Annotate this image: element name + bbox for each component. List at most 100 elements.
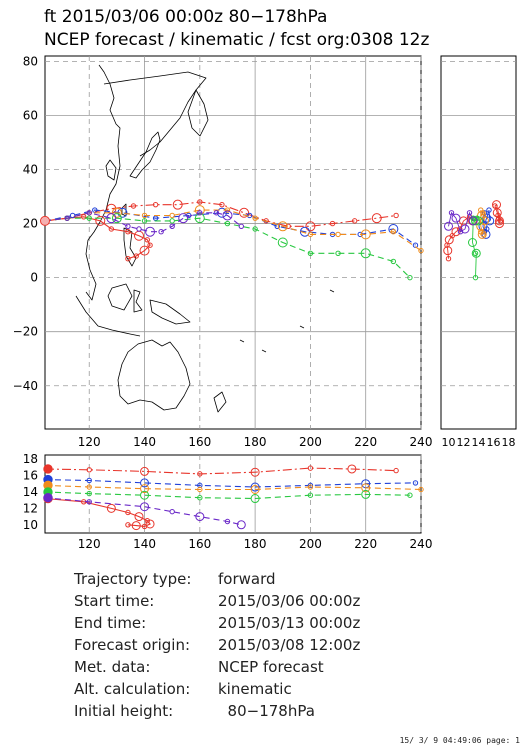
map-trajectory-point [277,221,288,232]
map-trajectory-point [81,214,87,220]
map-trajectory-point [335,250,341,257]
profile-point [361,489,371,499]
profile-trajectory-line-4 [44,491,410,500]
map-trajectory-point [252,226,258,232]
map-xtick-label: 120 [78,435,101,449]
map-trajectory-point [130,203,137,209]
profile-point [412,480,419,486]
info-row: End time: 2015/03/13 00:00z [74,614,360,632]
profile-point [307,482,314,489]
info-label: Forecast origin: [74,636,191,654]
map-trajectory-line-2 [44,209,416,246]
profile-trajectory-line-3 [44,484,422,491]
map-trajectories [40,199,424,281]
profile-xtick-label: 220 [354,537,377,551]
map-trajectory-point [144,237,150,243]
map-trajectory-line-3 [44,209,422,252]
map-trajectory-point [125,228,131,235]
profile-point [236,520,246,530]
map-trajectory-point [277,237,288,248]
map-xtick-label: 160 [188,435,211,449]
info-label: Met. data: [74,658,151,676]
map-trajectory-point [172,199,183,210]
side-frame [440,55,517,430]
profile-point [418,486,424,493]
side-points [443,200,504,281]
map-trajectory-point [407,274,413,281]
profile-xtick-label: 120 [78,537,101,551]
map-trajectory-point [213,210,220,216]
profile-point [197,486,203,493]
side-point [466,210,473,216]
profile-trajectory-line-2 [44,479,416,488]
info-row: Alt. calculation: kinematic [74,680,292,698]
map-trajectory-point [299,226,310,237]
profile-point [140,484,150,494]
profile-point [86,477,92,484]
map-trajectory-point [274,223,280,229]
profile-point [307,492,314,498]
map-xtick-label: 240 [410,435,433,449]
profile-point [250,482,260,492]
profile-point [131,521,141,531]
map-trajectory-point [307,250,314,257]
map-trajectory-point [197,199,203,205]
map-xtick-label: 200 [299,435,322,449]
map-trajectory-point [351,218,358,224]
side-xtick-label: 12 [457,436,471,449]
profile-grid [88,455,422,533]
side-point [444,221,453,231]
map-trajectory-point [194,213,205,224]
map-trajectory-point [335,231,341,238]
profile-point [197,494,203,501]
map-trajectory-point [329,220,336,227]
side-trajectory-line-5 [448,211,474,233]
map-trajectory-line-4 [44,217,411,278]
profile-start-marker [43,464,53,474]
side-point [495,219,504,229]
profile-point [250,494,260,504]
map-trajectory-point [238,223,244,229]
info-value: 2015/03/06 00:00z [218,592,361,610]
map-trajectory-point [125,256,131,262]
profile-point [125,509,131,516]
side-xtick-label: 10 [442,436,456,449]
side-trajectory-line-4 [472,216,479,278]
coast-sulawesi [133,289,143,313]
profile-point [106,503,116,513]
map-trajectory-point [136,226,142,232]
side-point [485,216,495,226]
map-trajectory-point [371,213,382,224]
coast-sumatra-java [75,295,141,337]
info-value: 2015/03/08 12:00z [218,636,361,654]
side-trajectory-line-1 [446,216,473,259]
profile-ytick-label: 18 [23,452,38,466]
map-ytick-label: 60 [23,108,38,122]
profile-xtick-label: 200 [299,537,322,551]
coast-new-guinea [149,299,191,325]
coast-kamchatka [187,89,209,137]
side-point [444,242,450,248]
side-xtick-label: 14 [472,436,486,449]
map-trajectory-point [239,207,250,218]
profile-point [145,519,155,529]
profile-point [140,502,150,512]
map-trajectory-point [285,223,291,229]
side-point [478,228,484,235]
map-ytick-label: 0 [30,271,38,285]
profile-point [393,467,399,474]
map-trajectory-point [252,215,258,221]
profile-start-marker [43,492,53,503]
side-point [451,213,461,223]
profile-point [169,508,175,515]
side-trajectory-line-3 [480,210,485,235]
profile-point [86,484,92,490]
map-trajectory-point [69,212,76,219]
map-trajectory-point [141,212,148,219]
info-value: NCEP forecast [218,658,324,676]
map-trajectory-point [64,215,70,221]
map-ytick-label: 40 [23,163,38,177]
profile-point [86,490,92,497]
map-trajectory-point [106,213,117,224]
profile-xtick-label: 140 [133,537,156,551]
